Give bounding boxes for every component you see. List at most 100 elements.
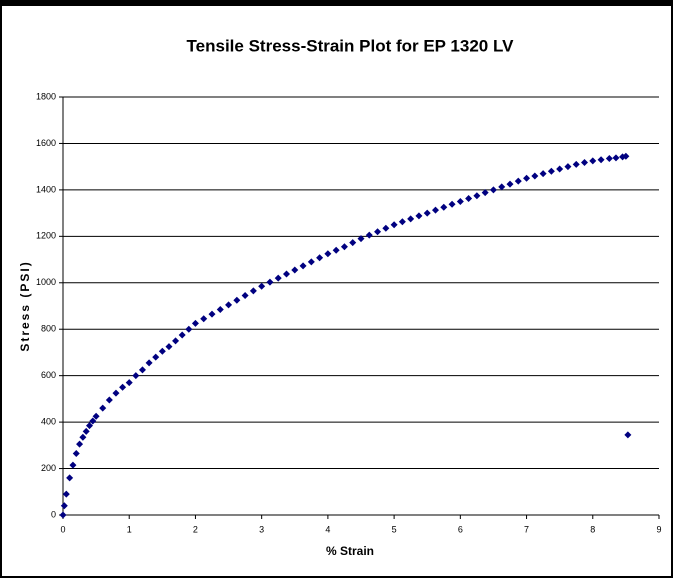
data-point [390,221,398,229]
y-tick-label: 0 [51,509,56,519]
data-point [69,461,77,469]
x-tick-label: 4 [325,524,330,534]
data-point [165,343,173,351]
data-point [291,266,299,274]
data-point [145,359,153,367]
data-point [316,254,324,262]
data-point [407,215,415,223]
data-point [473,192,481,200]
data-point [489,186,497,194]
data-point [547,167,555,175]
data-point [332,246,340,254]
data-point [99,404,107,412]
data-point [266,278,274,286]
data-point [82,427,90,435]
x-axis-title: % Strain [326,544,374,558]
data-point [423,209,431,217]
x-tick-label: 5 [392,524,397,534]
data-point [132,372,140,380]
data-point [225,301,233,309]
data-point [119,383,127,391]
data-point [216,305,224,313]
data-point [208,310,216,318]
data-point [79,433,87,441]
data-point [191,319,199,327]
data-point [185,325,193,333]
data-point [415,212,423,220]
data-point [158,347,166,355]
x-tick-label: 8 [590,524,595,534]
data-point [357,235,365,243]
y-tick-label: 800 [41,324,56,334]
data-point [241,292,249,300]
y-tick-label: 600 [41,370,56,380]
chart-title: Tensile Stress-Strain Plot for EP 1320 L… [187,36,515,55]
top-bar [0,0,673,6]
data-point [92,412,100,420]
data-point [59,511,67,519]
data-point [506,180,514,188]
data-point [365,231,373,239]
data-point [398,218,406,226]
data-point [112,389,120,397]
x-tick-label: 2 [193,524,198,534]
data-point [374,228,382,236]
data-point [514,177,522,185]
data-point [152,353,160,361]
data-point [178,331,186,339]
data-point [432,206,439,214]
data-point [448,200,456,208]
x-tick-label: 1 [127,524,132,534]
data-point [572,160,580,168]
data-point [498,183,506,191]
data-point [523,174,531,182]
data-point [62,490,70,498]
data-point [274,274,282,282]
data-point [605,155,613,163]
data-point [382,224,390,232]
data-point [200,315,208,323]
y-tick-label: 1400 [36,184,56,194]
data-point [531,172,539,180]
data-point [340,243,348,251]
data-point [349,239,357,247]
data-point [624,431,632,439]
data-point [622,152,630,160]
data-point [249,287,257,295]
data-point [589,157,597,165]
data-point [283,270,290,278]
y-tick-label: 1600 [36,138,56,148]
data-point [581,158,588,166]
data-point [105,396,113,404]
y-tick-label: 400 [41,416,56,426]
data-point [258,282,266,290]
data-point [564,163,572,171]
x-tick-label: 0 [60,524,65,534]
y-tick-label: 1000 [36,277,56,287]
data-point [89,417,97,425]
data-point [597,156,605,164]
data-point [233,296,241,304]
data-point [456,198,464,205]
x-tick-label: 3 [259,524,264,534]
data-point [72,449,80,457]
data-point [324,250,332,258]
x-tick-label: 9 [656,524,661,534]
data-point [539,170,547,178]
data-point [125,379,133,387]
data-point [138,366,146,374]
data-point [299,262,307,270]
y-tick-label: 200 [41,463,56,473]
data-point [172,337,180,345]
data-point [307,258,315,266]
data-point [465,194,473,202]
data-point [556,165,564,173]
y-axis-title: Stress (PSI) [18,260,32,351]
data-point [85,422,93,430]
y-tick-label: 1200 [36,231,56,241]
data-point [481,189,489,197]
data-point [60,502,68,510]
x-tick-label: 6 [458,524,463,534]
